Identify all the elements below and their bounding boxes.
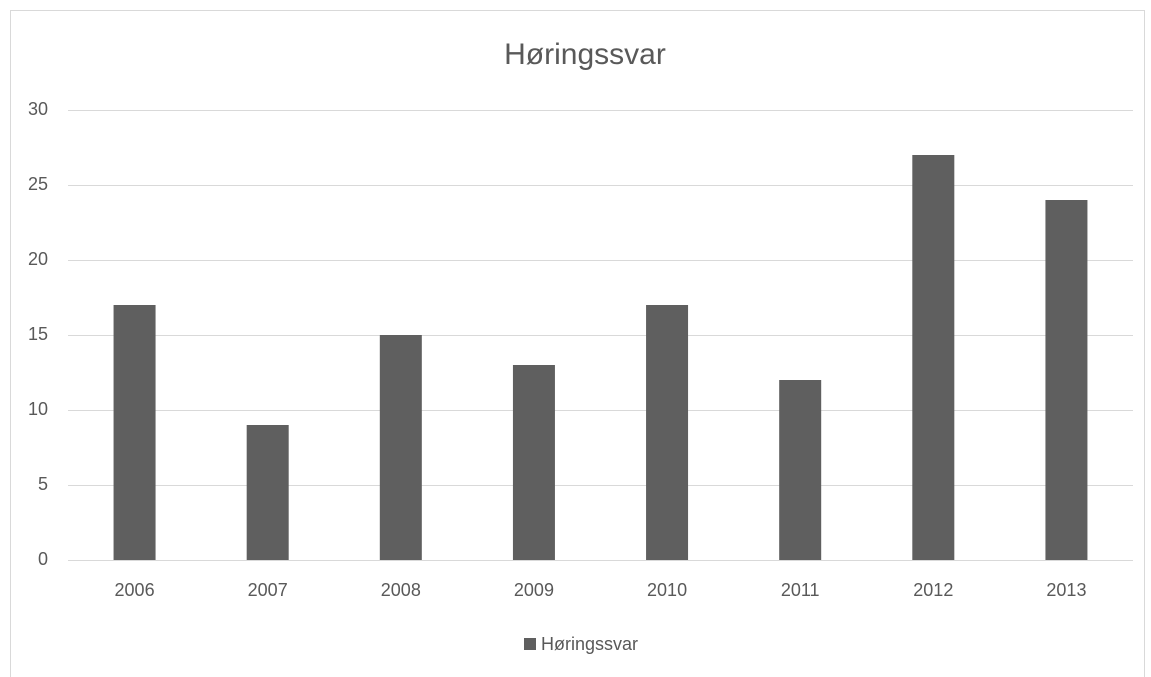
- x-tick-label: 2012: [913, 580, 953, 600]
- x-tick-label: 2010: [647, 580, 687, 600]
- y-tick-label: 0: [38, 549, 48, 569]
- bar: [379, 335, 422, 560]
- legend-label: Høringssvar: [541, 634, 638, 654]
- x-tick-label: 2006: [115, 580, 155, 600]
- bar: [246, 425, 289, 560]
- y-tick-label: 25: [28, 174, 48, 194]
- x-tick-label: 2009: [514, 580, 554, 600]
- y-tick-label: 10: [28, 399, 48, 419]
- x-tick-label: 2011: [781, 580, 820, 600]
- bar: [912, 155, 955, 560]
- bar: [646, 305, 689, 560]
- x-tick-label: 2007: [248, 580, 288, 600]
- y-tick-label: 20: [28, 249, 48, 269]
- bar: [1045, 200, 1088, 560]
- x-tick-label: 2008: [381, 580, 421, 600]
- bar: [779, 380, 822, 560]
- y-tick-label: 30: [28, 99, 48, 119]
- y-tick-label: 15: [28, 324, 48, 344]
- bar: [113, 305, 156, 560]
- chart-title: Høringssvar: [504, 38, 666, 71]
- legend-swatch: [524, 638, 536, 650]
- y-tick-label: 5: [38, 474, 48, 494]
- chart-border: [10, 10, 1145, 677]
- bar: [512, 365, 555, 560]
- x-tick-label: 2013: [1046, 580, 1086, 600]
